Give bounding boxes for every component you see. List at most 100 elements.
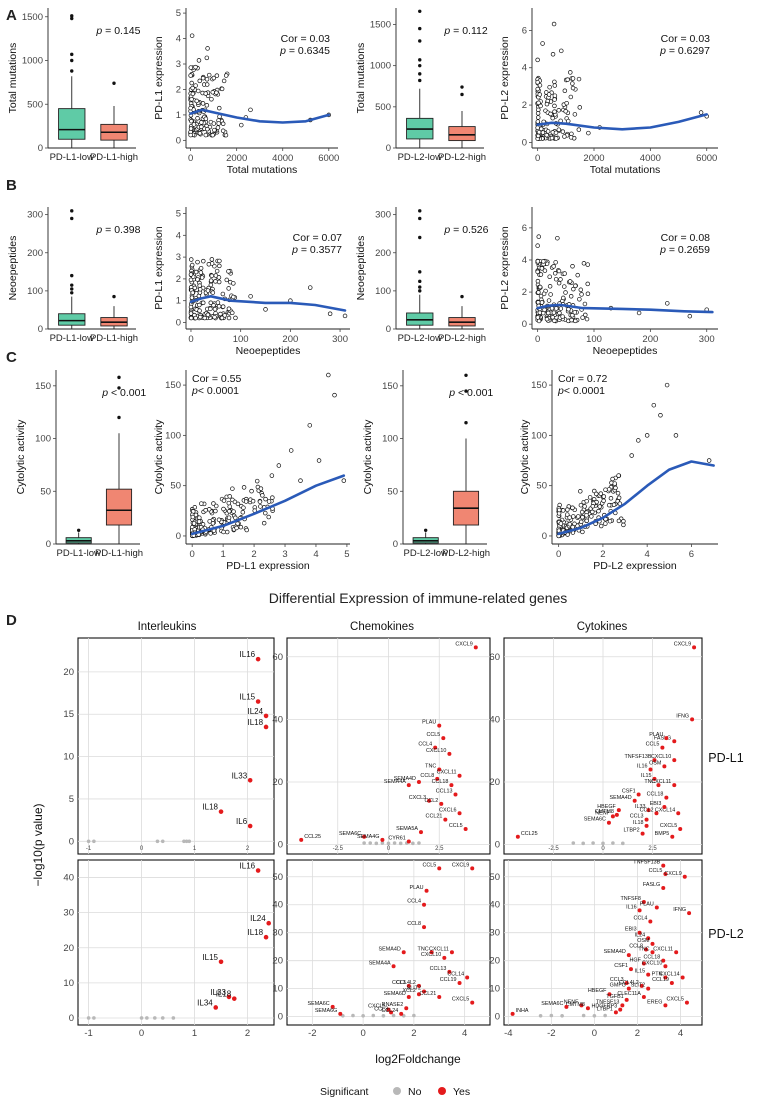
volc-CY-L2-point-sig	[680, 975, 685, 980]
box-B1-outlier	[70, 209, 74, 213]
scat-B1-ytick-label: 4	[176, 230, 181, 241]
scat-C1-point	[263, 510, 268, 516]
scat-B2-point	[546, 310, 551, 316]
scat-A2-point	[535, 125, 540, 130]
scat-B2-point	[538, 272, 544, 277]
scat-A1-point	[212, 127, 217, 133]
legend-label-yes: Yes	[453, 1086, 470, 1098]
volc-CY-L1-point-sig	[610, 814, 615, 819]
scat-C1-point	[206, 507, 212, 512]
volc-CH-L1-point-sig	[427, 798, 432, 803]
volc-CY-L2-point-ns	[581, 1013, 586, 1018]
volc-CY-L1-point-label: BMP5	[655, 831, 670, 837]
box-A2-group: 0 500 1000 1500 Total mutations PD-L2-lowPD-L…	[355, 8, 488, 163]
volc-CY-L1-xtick-label: 2.5	[648, 846, 657, 852]
scat-B2-point	[557, 310, 562, 316]
box-B1-xtick-label: PD-L1-low	[50, 333, 94, 344]
volc-IL-L1-group: 0 5 10 15 20 -1 0 1 2 IL16 IL15 IL24 IL18 IL33 IL18 IL6	[63, 637, 275, 855]
scat-B2-point	[577, 296, 582, 302]
volc-CY-L2-point-sig	[607, 992, 612, 997]
scat-A1-point	[200, 101, 206, 106]
panel-letter-a: A	[6, 7, 17, 24]
scat-C1-point	[235, 501, 241, 507]
volc-CH-L1-point-sig	[416, 780, 421, 784]
scat-B1-point	[201, 258, 206, 264]
scat-A2-point	[552, 97, 557, 102]
volc-IL-L1-point-ns	[160, 839, 165, 844]
scat-C1-point	[260, 493, 265, 498]
scat-B1-point	[220, 304, 226, 309]
box-C2-ytick-label: 100	[382, 434, 398, 445]
scat-C2-point	[584, 498, 589, 504]
scat-B1-point	[224, 277, 230, 283]
scat-A2-point	[535, 119, 541, 124]
scat-B2-point	[585, 291, 591, 297]
scat-B2-point	[558, 306, 564, 311]
box-B1-outlier	[70, 216, 74, 221]
scat-A1-point	[194, 98, 199, 104]
box-C1-outlier	[117, 375, 121, 380]
volc-CH-L2-point-sig	[406, 995, 411, 1000]
volc-CY-L2-point-sig	[646, 936, 651, 941]
volc-CH-L1-point-sig	[449, 783, 454, 788]
scat-C1-point	[190, 514, 196, 520]
volc-CY-L2-point-sig	[564, 1004, 569, 1009]
scat-A2-point	[537, 92, 542, 97]
scat-B2-point	[547, 284, 553, 289]
scat-C1-xtick-label: 4	[313, 549, 318, 560]
volc-CH-L1-ytick-label: 20	[272, 777, 283, 788]
box-C2-ylabel: Cytolytic activity	[362, 419, 374, 494]
volc-CY-L2-point-label: CLEC11A	[617, 991, 641, 997]
box-C1-ylabel: Cytolytic activity	[15, 419, 27, 494]
box-C2-group: 0 50 100 150 Cytolytic activity PD-L2-lowPD-L…	[362, 370, 493, 559]
scat-C1-point	[227, 509, 232, 514]
scat-A1-point	[248, 107, 253, 113]
scat-A1-point	[206, 72, 212, 78]
volc-CY-L1-point-label: IL18	[633, 820, 644, 826]
scat-A1-point	[239, 122, 244, 128]
scat-A1-point	[205, 126, 210, 132]
box-A2-outlier	[418, 72, 422, 76]
volc-CH-L1-point-label: CCL2	[424, 798, 438, 804]
scat-C1-point	[250, 498, 256, 504]
volc-CY-L1-point-sig	[662, 805, 667, 810]
box-A1-xtick-label: PD-L1-high	[90, 152, 138, 163]
scat-C2-point	[613, 485, 618, 491]
volc-CH-L2-point-ns	[351, 1013, 355, 1018]
scat-C2-point	[558, 521, 564, 526]
scat-A2-xlabel: Total mutations	[590, 164, 661, 176]
scat-B1-point	[197, 308, 202, 313]
volc-CY-L2-point-label: CCL8	[629, 943, 643, 949]
scat-A1-point	[215, 125, 221, 130]
scat-C2-point	[589, 514, 594, 519]
scat-B2-point	[580, 315, 585, 320]
box-A2-ylabel: Total mutations	[355, 43, 367, 114]
volc-CY-L2-point-sig	[641, 961, 646, 966]
scat-C1-point	[224, 529, 230, 535]
box-B2-group: 0 100 200 300 Neoepeptides PD-L2-lowPD-L2-hig…	[355, 207, 489, 344]
scat-C1-point	[270, 495, 275, 500]
volc-CH-L1-point-sig	[453, 792, 458, 797]
box-A2-ytick-label: 0	[386, 143, 391, 154]
scat-A2-point	[568, 135, 574, 140]
scat-C1-point	[266, 499, 272, 504]
scat-C1-point	[238, 524, 244, 530]
volc-CY-L2-point-label: CXCL14	[659, 971, 679, 977]
volc-CH-L1-point-sig	[433, 745, 438, 750]
scat-A1-point	[188, 132, 193, 138]
scat-C2-point	[610, 476, 615, 482]
volc-CH-L1-point-label: CCL5	[427, 732, 441, 738]
scat-A2-point	[550, 115, 555, 121]
scat-A1-point	[188, 73, 193, 78]
box-B2-xtick-label: PD-L2-high	[438, 333, 486, 344]
volc-IL-L2-point-ns	[139, 1016, 144, 1020]
scat-A2-point	[547, 84, 552, 90]
scat-A2-point	[564, 100, 569, 106]
scat-C2-point	[580, 515, 585, 520]
volc-CY-L2-point-sig	[663, 964, 668, 969]
volc-CH-L2-point-ns	[371, 1013, 376, 1018]
facet-title-interleukins: Interleukins	[138, 621, 197, 633]
volc-CH-L2-point-sig	[404, 1006, 409, 1011]
volc-IL-L1-point-label: IL18	[247, 718, 263, 727]
scat-C1-point	[258, 504, 263, 509]
